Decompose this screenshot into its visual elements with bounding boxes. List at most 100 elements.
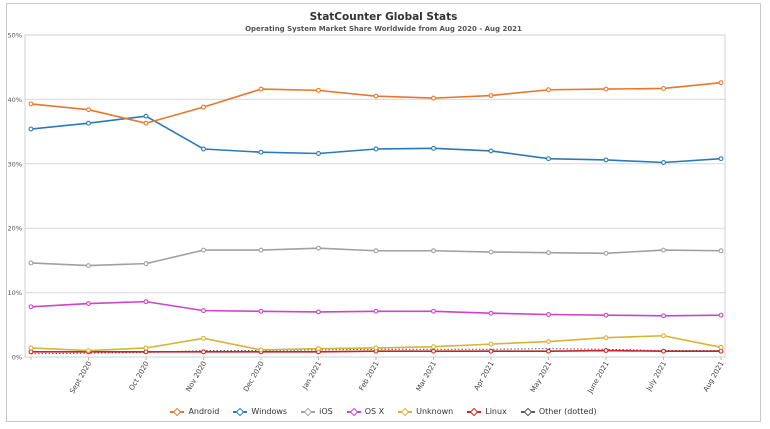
data-point bbox=[258, 308, 264, 314]
data-point bbox=[546, 348, 551, 354]
data-point bbox=[143, 299, 149, 305]
data-point bbox=[431, 344, 436, 350]
data-point bbox=[86, 120, 91, 126]
data-point bbox=[316, 309, 321, 315]
data-point bbox=[143, 113, 149, 119]
x-tick-label: Nov 2020 bbox=[184, 360, 208, 393]
data-point bbox=[603, 86, 609, 92]
data-point bbox=[143, 349, 149, 355]
x-tick-label: May 2021 bbox=[529, 360, 553, 394]
data-point bbox=[373, 248, 379, 254]
y-tick-label: 0% bbox=[12, 354, 22, 362]
data-point bbox=[718, 348, 724, 354]
legend-swatch-icon bbox=[346, 408, 361, 416]
chart-frame: StatCounter Global Stats Operating Syste… bbox=[6, 3, 761, 422]
y-tick-label: 30% bbox=[8, 160, 22, 168]
data-point bbox=[28, 304, 34, 310]
data-point bbox=[373, 146, 379, 152]
legend-item[interactable]: Other (dotted) bbox=[520, 407, 597, 416]
legend-item[interactable]: OS X bbox=[346, 407, 384, 416]
data-point bbox=[316, 346, 321, 352]
data-point bbox=[28, 101, 34, 107]
legend-swatch-icon bbox=[301, 408, 316, 416]
data-point bbox=[431, 145, 436, 151]
legend-label: Linux bbox=[485, 407, 507, 416]
x-tick-label: Dec 2020 bbox=[242, 360, 266, 393]
data-point bbox=[431, 308, 436, 314]
data-point bbox=[603, 250, 609, 256]
data-point bbox=[86, 301, 91, 306]
data-point bbox=[431, 248, 436, 254]
data-point bbox=[661, 313, 666, 319]
data-point bbox=[546, 250, 551, 256]
legend-label: Unknown bbox=[416, 407, 454, 416]
x-tick-label: Apr 2021 bbox=[473, 360, 496, 392]
data-point bbox=[603, 335, 609, 341]
data-point bbox=[718, 80, 724, 86]
legend-swatch-icon bbox=[467, 408, 482, 416]
data-point bbox=[373, 345, 379, 351]
data-point bbox=[28, 345, 34, 351]
data-point bbox=[28, 349, 34, 355]
data-point bbox=[488, 310, 494, 316]
data-point bbox=[373, 93, 379, 99]
legend-item[interactable]: Android bbox=[170, 407, 219, 416]
x-tick-label: Mar 2021 bbox=[415, 360, 439, 393]
data-point bbox=[661, 160, 666, 165]
data-point bbox=[718, 312, 724, 318]
legend-item[interactable]: Unknown bbox=[398, 407, 453, 416]
data-point bbox=[488, 348, 494, 354]
data-point bbox=[201, 335, 206, 341]
data-point bbox=[546, 87, 551, 93]
data-point bbox=[86, 348, 91, 354]
x-tick-label: Aug 2021 bbox=[702, 360, 726, 393]
legend-swatch-icon bbox=[233, 408, 248, 416]
data-point bbox=[316, 87, 321, 93]
line-chart: 0% 10% 20% 30% 40% 50% Sept 2020 Oct 2020 Nov 20… bbox=[8, 32, 726, 396]
y-tick-label: 20% bbox=[8, 225, 22, 233]
legend-item[interactable]: iOS bbox=[301, 407, 333, 416]
legend-item[interactable]: Windows bbox=[233, 407, 287, 416]
chart-legend: Android Windows iOS OS X Unknown Linux Other (… bbox=[7, 407, 760, 416]
data-point bbox=[201, 104, 206, 110]
data-point bbox=[143, 120, 149, 126]
data-point bbox=[201, 308, 206, 314]
data-point bbox=[28, 126, 34, 132]
legend-label: Windows bbox=[251, 407, 288, 416]
data-point bbox=[546, 156, 551, 162]
x-tick-label: Jan 2021 bbox=[300, 360, 323, 392]
data-point bbox=[661, 86, 666, 91]
series-line-windows bbox=[30, 115, 722, 164]
legend-label: Android bbox=[188, 407, 220, 416]
x-tick-label: June 2021 bbox=[586, 360, 611, 395]
data-point bbox=[258, 86, 264, 92]
legend-swatch-icon bbox=[398, 408, 413, 416]
data-point bbox=[661, 333, 666, 339]
data-point bbox=[28, 260, 34, 266]
data-point bbox=[488, 93, 494, 98]
data-point bbox=[316, 245, 321, 251]
legend-label: Other (dotted) bbox=[538, 407, 597, 416]
data-point bbox=[201, 349, 206, 355]
data-point bbox=[258, 347, 264, 353]
data-point bbox=[258, 247, 264, 253]
legend-item[interactable]: Linux bbox=[467, 407, 507, 416]
legend-swatch-icon bbox=[520, 408, 535, 416]
data-point bbox=[661, 247, 666, 253]
data-point bbox=[488, 249, 494, 255]
data-point bbox=[603, 157, 609, 163]
chart-title: StatCounter Global Stats bbox=[309, 11, 458, 23]
data-point bbox=[546, 312, 551, 317]
data-point bbox=[143, 261, 149, 267]
data-point bbox=[603, 312, 609, 318]
plot-area bbox=[24, 34, 726, 358]
data-point bbox=[546, 339, 551, 344]
data-point bbox=[86, 263, 91, 269]
legend-swatch-icon bbox=[170, 408, 185, 416]
data-point bbox=[258, 149, 264, 155]
data-point bbox=[718, 156, 724, 162]
data-point bbox=[661, 348, 666, 354]
data-point bbox=[373, 308, 379, 314]
data-point bbox=[488, 341, 494, 347]
x-tick-label: Sept 2020 bbox=[68, 360, 93, 395]
